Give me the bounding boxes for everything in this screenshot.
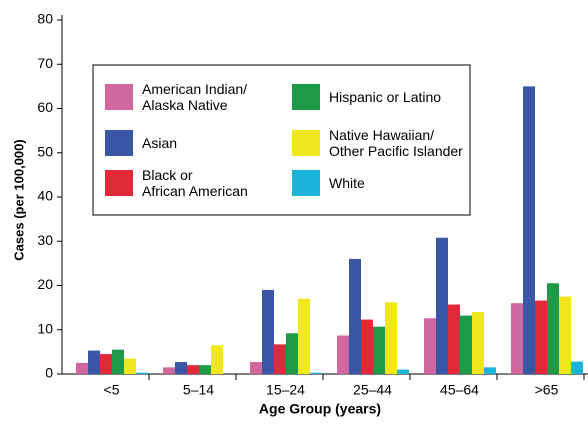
bar xyxy=(535,300,547,374)
y-tick-label: 20 xyxy=(37,276,53,292)
bar xyxy=(571,361,583,374)
bar xyxy=(484,367,496,374)
legend-swatch xyxy=(105,170,133,196)
bar xyxy=(112,349,124,374)
bar xyxy=(397,369,409,374)
bar xyxy=(472,312,484,374)
bar xyxy=(124,358,136,374)
bar xyxy=(448,304,460,374)
bar xyxy=(559,296,571,374)
bar xyxy=(163,367,175,374)
bar xyxy=(373,326,385,374)
y-tick-label: 50 xyxy=(37,143,53,159)
legend-label: Black or African American xyxy=(142,167,248,199)
bar xyxy=(274,344,286,374)
x-tick-label: 25–44 xyxy=(353,382,392,398)
legend-swatch xyxy=(292,84,320,110)
bar xyxy=(199,365,211,374)
bar xyxy=(250,362,262,374)
y-tick-label: 0 xyxy=(45,365,53,381)
bar xyxy=(100,354,112,374)
y-tick-label: 10 xyxy=(37,320,53,336)
x-axis-title: Age Group (years) xyxy=(259,401,381,417)
legend-swatch xyxy=(292,130,320,156)
bar xyxy=(436,237,448,374)
x-tick-label: 45–64 xyxy=(440,382,479,398)
legend-label: White xyxy=(329,175,365,191)
bar xyxy=(523,86,535,374)
legend-label: Hispanic or Latino xyxy=(329,89,442,105)
y-axis-title: Cases (per 100,000) xyxy=(11,139,26,260)
bar xyxy=(460,315,472,374)
bar xyxy=(424,318,436,374)
bar xyxy=(310,372,322,374)
bar xyxy=(511,303,523,374)
x-tick-label: >65 xyxy=(535,382,559,398)
bar xyxy=(187,365,199,374)
y-tick-label: 30 xyxy=(37,232,53,248)
bar xyxy=(337,335,349,374)
y-tick-label: 60 xyxy=(37,99,53,115)
bar xyxy=(349,258,361,374)
x-tick-label: 5–14 xyxy=(183,382,214,398)
y-tick-label: 70 xyxy=(37,55,53,71)
bar xyxy=(361,319,373,374)
bar xyxy=(76,362,88,374)
bar xyxy=(298,298,310,374)
legend-swatch xyxy=(105,84,133,110)
x-tick-label: 15–24 xyxy=(266,382,305,398)
bar xyxy=(262,289,274,374)
legend-label: Native Hawaiian/ Other Pacific Islander xyxy=(329,127,463,159)
bar xyxy=(547,283,559,374)
bar xyxy=(385,302,397,374)
legend-box xyxy=(92,64,471,216)
bar xyxy=(88,350,100,374)
legend-swatch xyxy=(105,130,133,156)
x-tick-label: <5 xyxy=(104,382,120,398)
y-tick-label: 40 xyxy=(37,188,53,204)
bar xyxy=(175,362,187,374)
legend-label: Asian xyxy=(142,135,178,151)
bar xyxy=(211,345,223,374)
bar xyxy=(286,333,298,374)
bar xyxy=(136,372,148,374)
legend-label: American Indian/ Alaska Native xyxy=(142,81,248,113)
legend-swatch xyxy=(292,170,320,196)
y-tick-label: 80 xyxy=(37,11,53,27)
